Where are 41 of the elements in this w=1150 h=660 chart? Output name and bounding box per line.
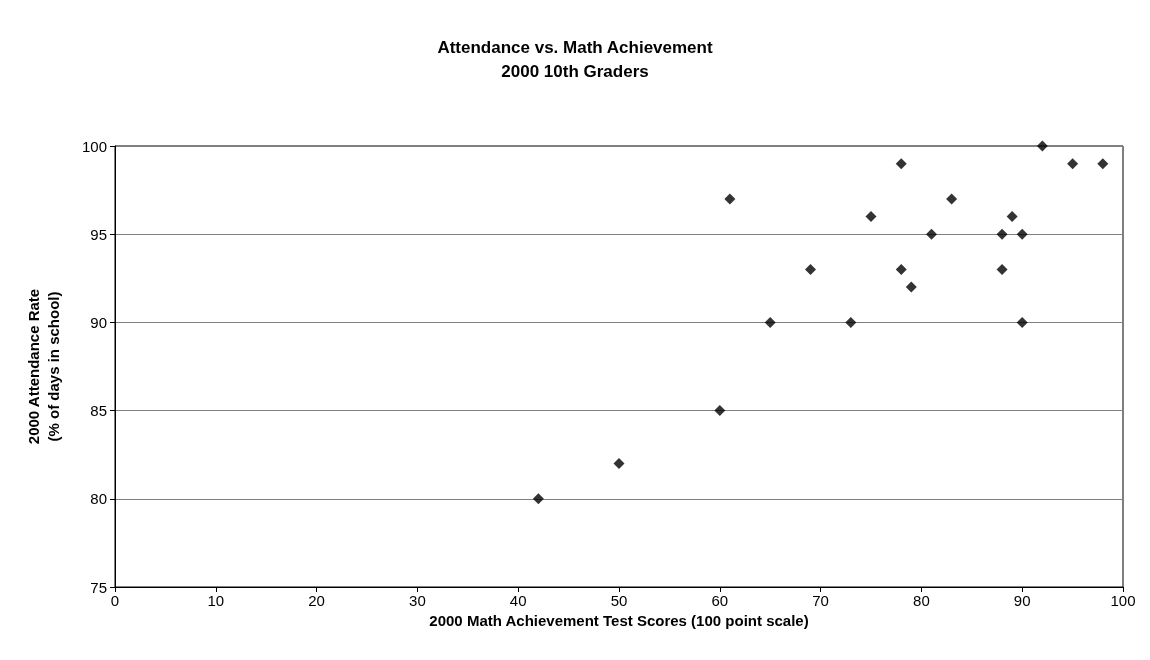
x-axis-title: 2000 Math Achievement Test Scores (100 point scale): [429, 611, 809, 629]
x-tick-label: 50: [610, 592, 628, 609]
x-tick-label: 0: [110, 592, 120, 609]
point: [532, 493, 544, 505]
point: [1036, 140, 1048, 152]
point: [895, 158, 907, 170]
y-axis-title: 2000 Attendance Rate (% of days in school): [24, 288, 62, 445]
point: [845, 316, 857, 328]
x-tick-label: 10: [207, 592, 225, 609]
x-tick-label: 100: [1110, 592, 1136, 609]
chart-title: Attendance vs. Math Achievement 2000 10th Graders: [437, 37, 713, 81]
point: [764, 316, 776, 328]
point: [996, 228, 1008, 240]
y-tick-label: 85: [90, 402, 107, 420]
point: [905, 281, 917, 293]
x-tick-label: 90: [1013, 592, 1031, 609]
x-tick-label: 70: [812, 592, 829, 609]
point: [714, 405, 726, 417]
y-tick-label: 75: [90, 578, 107, 596]
point: [805, 263, 817, 275]
point: [613, 458, 625, 470]
y-tick-label: 80: [90, 490, 107, 508]
point: [925, 228, 937, 240]
y-tick-label: 95: [90, 225, 107, 243]
point: [1097, 158, 1109, 170]
point: [1067, 158, 1079, 170]
x-tick-label: 30: [409, 592, 426, 609]
y-tick-label: 90: [90, 313, 107, 331]
x-tick-label: 80: [913, 592, 930, 609]
x-tick-label: 40: [509, 592, 527, 609]
point: [1006, 211, 1018, 223]
point: [865, 211, 877, 223]
point: [1016, 316, 1028, 328]
point: [895, 263, 907, 275]
point: [1016, 228, 1028, 240]
point: [724, 193, 736, 205]
point: [996, 263, 1008, 275]
y-tick-label: 100: [81, 137, 107, 155]
x-tick-label: 20: [308, 592, 325, 609]
x-tick-label: 60: [711, 592, 729, 609]
point: [946, 193, 958, 205]
